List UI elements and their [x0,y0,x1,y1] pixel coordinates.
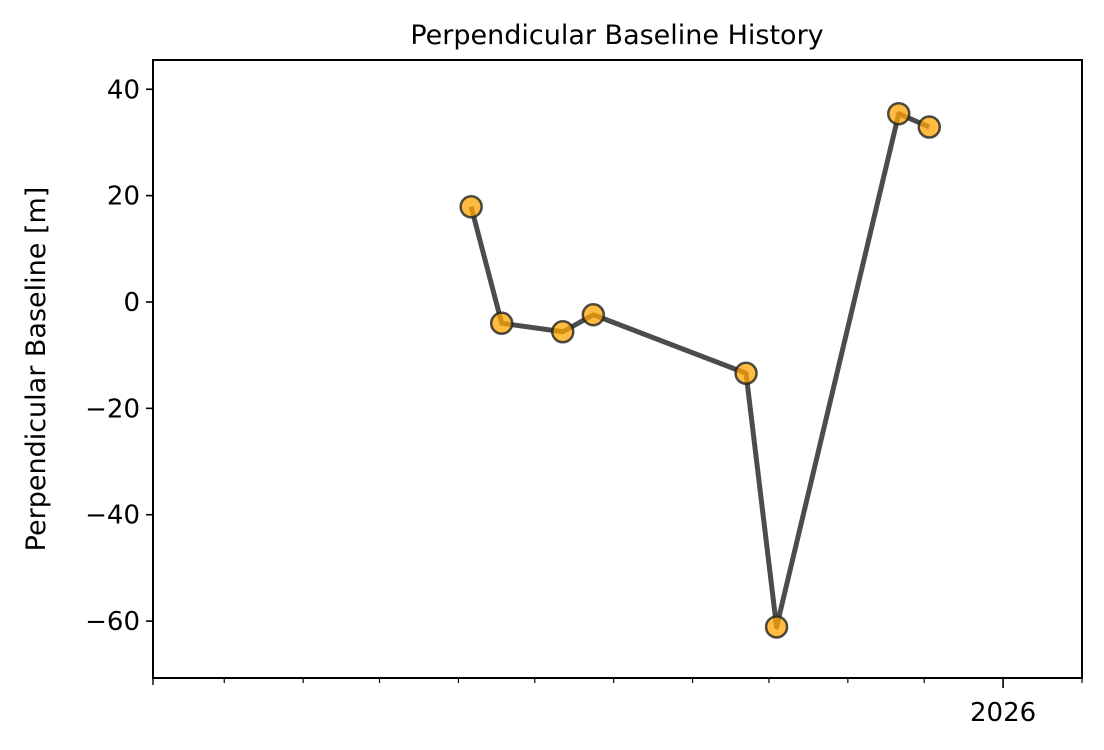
data-point [581,303,606,327]
data-point [886,101,911,126]
data-point [734,361,758,386]
y-tick-label: −20 [85,394,140,424]
x-tick-label: 2026 [970,698,1036,728]
data-point [459,195,483,219]
data-point [489,311,514,336]
series-line [468,111,931,630]
plot-frame [152,59,1083,679]
y-tick-label: 0 [123,288,140,318]
y-tick-label: −40 [85,501,140,531]
data-point [764,615,789,639]
data-point [917,115,942,139]
data-point [551,320,575,344]
y-tick-label: 20 [107,182,140,212]
y-tick-label: −60 [85,607,140,637]
y-tick-label: 40 [107,75,140,105]
y-axis-label: Perpendicular Baseline [m] [21,187,52,552]
chart-title: Perpendicular Baseline History [410,20,823,51]
